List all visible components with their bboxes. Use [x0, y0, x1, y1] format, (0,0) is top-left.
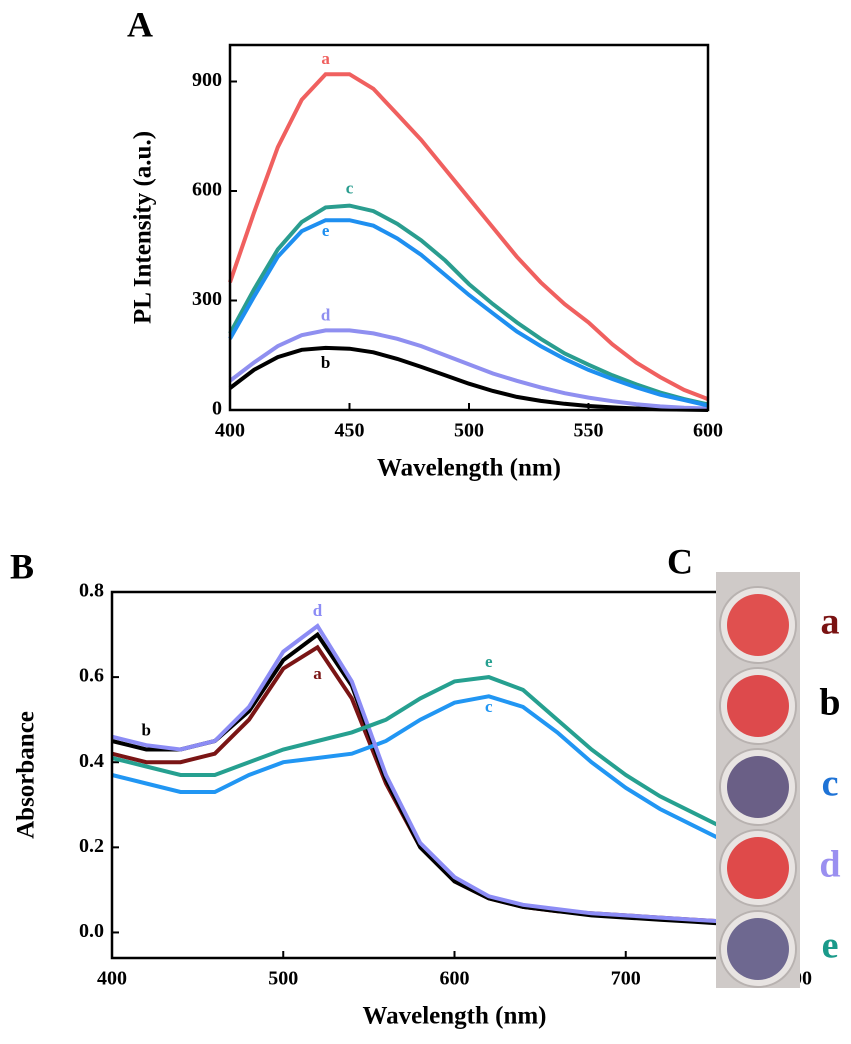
- x-tick-label: 600: [693, 420, 723, 442]
- series-line: [228, 218, 709, 408]
- series-line: [111, 623, 797, 926]
- x-tick-label: 400: [215, 420, 245, 442]
- series-label: d: [313, 601, 323, 620]
- series-line: [111, 675, 798, 852]
- series-line: [228, 328, 709, 411]
- series-label: e: [485, 652, 493, 671]
- x-tick-label: 500: [454, 420, 484, 442]
- series-label: b: [142, 720, 151, 739]
- y-tick-label: 0.4: [79, 750, 104, 772]
- series-line: [228, 72, 709, 401]
- x-tick-label: 400: [97, 968, 127, 990]
- series-line: [111, 631, 797, 929]
- well: [727, 756, 789, 818]
- series-label: a: [313, 664, 322, 683]
- series-line: [228, 345, 709, 412]
- x-tick-label: 450: [335, 420, 365, 442]
- series-label: c: [485, 697, 493, 716]
- x-tick-label: 600: [440, 968, 470, 990]
- y-tick-label: 300: [192, 288, 222, 310]
- panel-label: C: [667, 541, 693, 581]
- series-label: d: [321, 305, 331, 324]
- photo-label: c: [822, 763, 839, 805]
- well: [727, 594, 789, 656]
- well: [727, 918, 789, 980]
- y-tick-label: 600: [192, 179, 222, 201]
- x-tick-label: 550: [574, 420, 604, 442]
- photo-label: b: [819, 682, 840, 724]
- x-tick-label: 700: [611, 968, 641, 990]
- y-tick-label: 0.2: [79, 835, 104, 857]
- series-label: a: [321, 49, 330, 68]
- y-tick-label: 0.6: [79, 665, 104, 687]
- panel-label: B: [10, 546, 34, 586]
- series-label: e: [322, 221, 330, 240]
- x-axis-label: Wavelength (nm): [362, 1003, 546, 1030]
- x-tick-label: 500: [268, 968, 298, 990]
- y-axis-label: Absorbance: [13, 711, 40, 839]
- photo-label: a: [821, 601, 840, 643]
- x-axis-label: Wavelength (nm): [377, 455, 561, 482]
- plot-frame: [228, 43, 710, 412]
- well: [727, 675, 789, 737]
- series-label: c: [346, 179, 354, 198]
- y-tick-label: 900: [192, 69, 222, 91]
- panel-label: A: [127, 4, 153, 44]
- series-line: [228, 203, 709, 407]
- series-label: b: [321, 353, 330, 372]
- y-axis-label: PL Intensity (a.u.): [130, 131, 157, 324]
- y-tick-label: 0.0: [79, 920, 104, 942]
- well: [727, 837, 789, 899]
- series-line: [111, 694, 798, 869]
- photo-label: d: [819, 844, 840, 886]
- y-tick-label: 0.8: [79, 580, 104, 602]
- photo-label: e: [822, 925, 839, 967]
- y-tick-label: 0: [212, 398, 222, 420]
